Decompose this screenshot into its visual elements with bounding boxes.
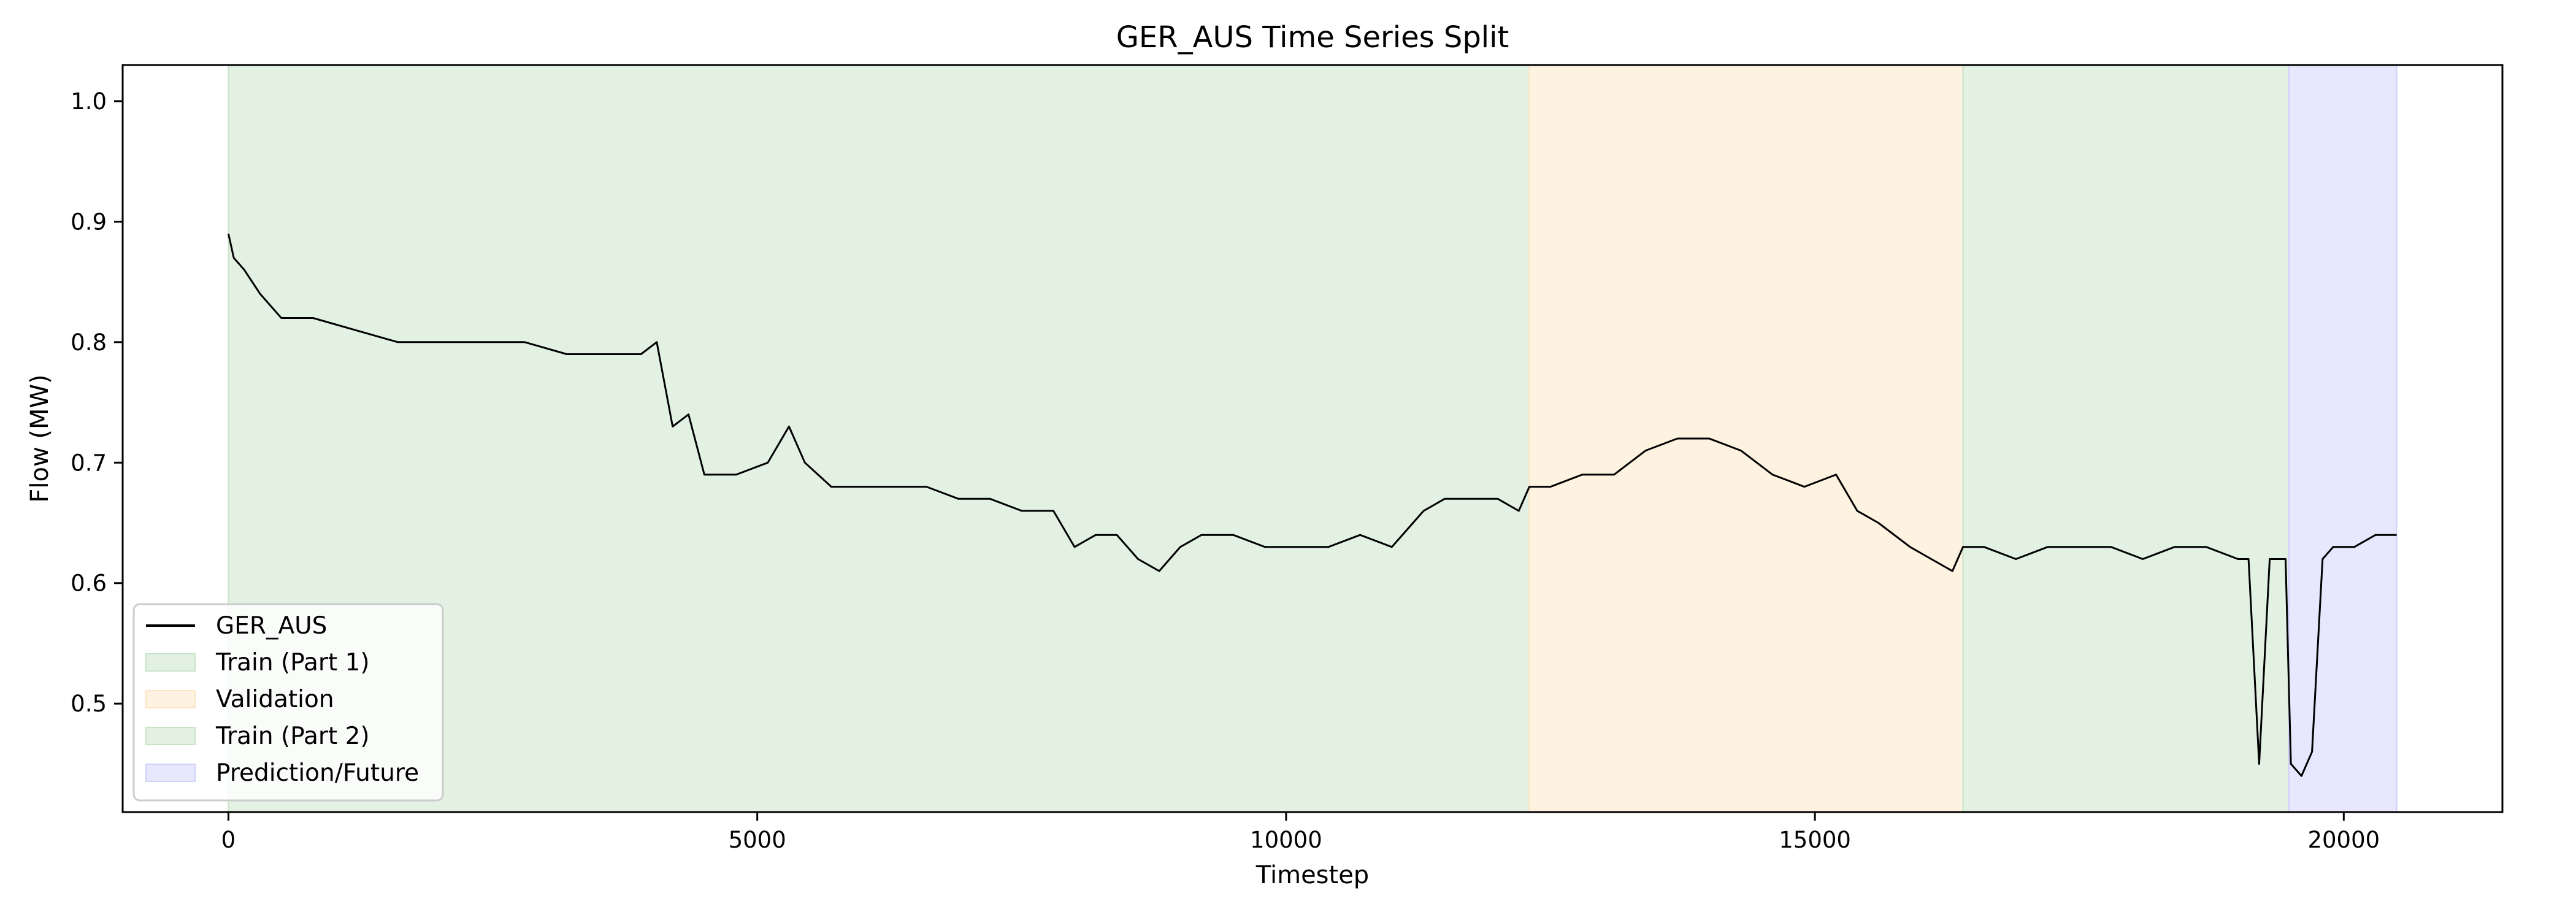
y-tick-label: 0.9: [71, 209, 107, 235]
legend-label-train-part-2: Train (Part 2): [215, 723, 370, 750]
legend-label-ger-aus: GER_AUS: [216, 612, 327, 640]
series-line-ger-aus: [227, 233, 2397, 777]
region-train-part-1: [228, 64, 1530, 813]
y-tick-label: 1.0: [71, 88, 107, 115]
legend: GER_AUS Train (Part 1) Validation Train (Pa…: [132, 603, 444, 802]
x-tick-label: 5000: [729, 827, 786, 853]
plot-frame: [121, 64, 2504, 813]
legend-label-validation: Validation: [216, 686, 334, 713]
x-tick-label: 15000: [1779, 827, 1851, 853]
x-tick-label: 10000: [1250, 827, 1322, 853]
x-tick-label: 0: [221, 827, 236, 853]
x-tick-label: 20000: [2307, 827, 2380, 853]
legend-swatch-validation: [145, 690, 196, 708]
region-validation: [1528, 64, 1964, 813]
region-prediction-future: [2288, 64, 2398, 813]
x-axis-label: Timestep: [1255, 861, 1369, 889]
legend-box: [132, 603, 444, 802]
chart-title: GER_AUS Time Series Split: [1116, 20, 1509, 55]
legend-swatch-prediction-future: [145, 764, 196, 782]
y-axis-label: Flow (MW): [26, 374, 54, 502]
legend-swatch-train-part-2: [145, 727, 196, 745]
y-axis: 0.5 0.6 0.7 0.8 0.9 1.0: [71, 88, 123, 717]
legend-label-prediction-future: Prediction/Future: [216, 759, 419, 787]
y-tick-label: 0.5: [71, 691, 107, 717]
y-tick-label: 0.7: [71, 450, 107, 476]
legend-label-train-part-1: Train (Part 1): [215, 649, 370, 677]
x-axis: 0 5000 10000 15000 20000: [221, 812, 2380, 853]
series-layer: [227, 233, 2397, 777]
legend-swatch-train-part-1: [145, 653, 196, 672]
split-regions: [228, 64, 2398, 813]
y-tick-label: 0.8: [71, 329, 107, 356]
region-train-part-2: [1962, 64, 2290, 813]
y-tick-label: 0.6: [71, 570, 107, 597]
